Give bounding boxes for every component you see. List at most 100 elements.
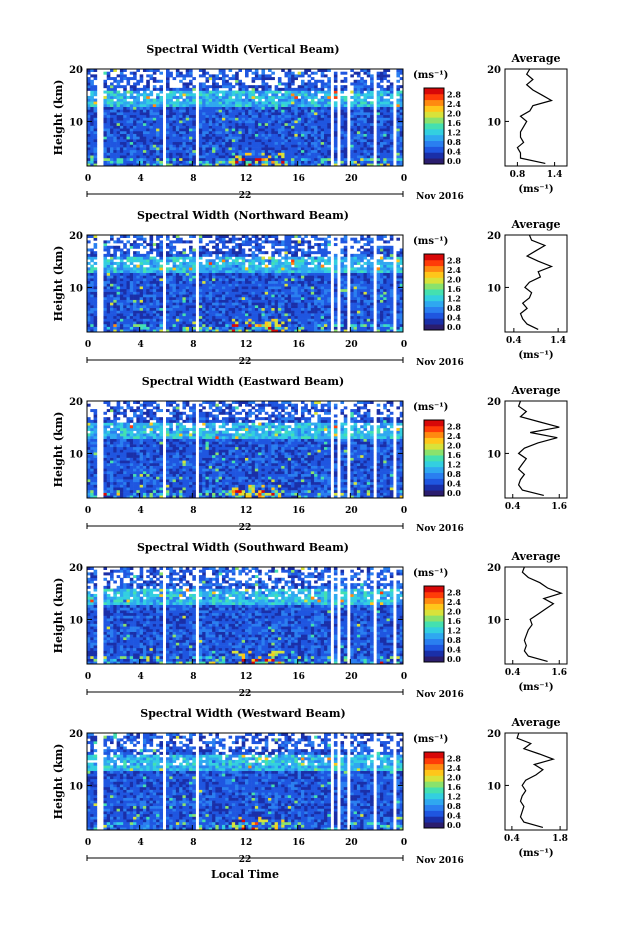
heatmap-cell <box>304 261 308 265</box>
heatmap-cell <box>218 251 223 255</box>
heatmap-cell <box>215 87 219 91</box>
heatmap-cell <box>389 85 394 89</box>
heatmap-cell <box>399 160 404 164</box>
heatmap-cell <box>271 243 275 247</box>
heatmap-cell <box>360 112 364 116</box>
heatmap-cell <box>172 323 177 327</box>
heatmap-cell <box>310 299 315 303</box>
heatmap-cell <box>123 261 127 265</box>
heatmap-cell <box>376 149 381 153</box>
heatmap-cell <box>258 318 262 322</box>
heatmap-cell <box>215 321 219 325</box>
heatmap-cell <box>142 157 147 161</box>
heatmap-cell <box>307 69 312 72</box>
heatmap-cell <box>169 112 173 116</box>
heatmap-cell <box>152 329 157 333</box>
heatmap-cell <box>294 160 298 164</box>
heatmap-cell <box>113 270 117 274</box>
heatmap-cell <box>294 243 298 247</box>
heatmap-cell <box>297 267 302 271</box>
heatmap-cell <box>297 278 302 282</box>
heatmap-cell <box>182 326 187 330</box>
heatmap-cell <box>287 128 292 132</box>
heatmap-cell <box>136 296 140 300</box>
heatmap-cell <box>261 280 266 284</box>
heatmap-cell <box>268 104 272 108</box>
heatmap-cell <box>238 288 243 292</box>
heatmap-cell <box>343 95 348 99</box>
heatmap-cell <box>291 139 295 143</box>
heatmap-cell <box>166 163 170 167</box>
chart-title: Spectral Width (Northward Beam) <box>137 209 349 222</box>
heatmap-cell <box>172 136 177 140</box>
heatmap-cell <box>310 267 315 271</box>
heatmap-cell <box>241 305 246 309</box>
heatmap-cell <box>110 294 114 298</box>
heatmap-cell <box>248 149 252 153</box>
heatmap-cell <box>396 130 401 134</box>
heatmap-cell <box>93 326 98 330</box>
heatmap-cell <box>258 291 262 295</box>
heatmap-cell <box>370 128 374 132</box>
heatmap-cell <box>314 160 318 164</box>
heatmap-cell <box>274 267 279 271</box>
heatmap-cell <box>228 313 233 317</box>
heatmap-cell <box>87 109 91 113</box>
heatmap-cell <box>218 315 223 319</box>
heatmap-cell <box>251 160 256 164</box>
heatmap-cell <box>221 305 226 309</box>
heatmap-cell <box>205 302 210 306</box>
heatmap-cell <box>172 318 177 322</box>
heatmap-cell <box>221 130 226 134</box>
heatmap-cell <box>294 120 298 124</box>
heatmap-cell <box>277 270 282 274</box>
heatmap-cell <box>287 275 292 279</box>
heatmap-cell <box>241 122 246 126</box>
heatmap-cell <box>396 74 401 78</box>
heatmap-cell <box>324 101 328 105</box>
heatmap-cell <box>254 109 259 113</box>
heatmap-cell <box>310 283 315 287</box>
heatmap-cell <box>360 104 364 108</box>
heatmap-cell <box>304 259 308 263</box>
heatmap-cell <box>314 122 318 126</box>
heatmap-cell <box>297 326 302 330</box>
heatmap-cell <box>235 329 239 333</box>
heatmap-cell <box>343 130 348 134</box>
heatmap-cell <box>129 243 134 247</box>
heatmap-cell <box>353 133 358 137</box>
heatmap-cell <box>123 323 127 327</box>
heatmap-cell <box>192 106 196 110</box>
heatmap-cell <box>129 109 134 113</box>
heatmap-cell <box>291 318 295 322</box>
heatmap-cell <box>106 141 111 145</box>
heatmap-cell <box>281 112 285 116</box>
heatmap-cell <box>152 160 157 164</box>
heatmap-cell <box>245 69 249 72</box>
heatmap-cell <box>294 272 298 276</box>
heatmap-cell <box>215 109 219 113</box>
heatmap-cell <box>343 85 348 89</box>
heatmap-cell <box>254 77 259 81</box>
heatmap-cell <box>277 323 282 327</box>
heatmap-cell <box>251 130 256 134</box>
heatmap-cell <box>383 120 387 124</box>
heatmap-cell <box>103 122 108 126</box>
heatmap-cell <box>142 237 147 241</box>
heatmap-cell <box>228 87 233 91</box>
heatmap-cell <box>192 286 196 290</box>
heatmap-cell <box>254 122 259 126</box>
heatmap-cell <box>396 106 401 110</box>
heatmap-cell <box>139 243 144 247</box>
heatmap-cell <box>307 90 312 94</box>
heatmap-cell <box>126 144 131 148</box>
heatmap-cell <box>281 302 285 306</box>
heatmap-cell <box>228 286 233 290</box>
heatmap-cell <box>258 157 262 161</box>
heatmap-cell <box>254 237 259 241</box>
heatmap-cell <box>366 90 371 94</box>
heatmap-cell <box>93 318 98 322</box>
heatmap-cell <box>350 117 354 121</box>
heatmap-cell <box>235 163 239 167</box>
heatmap-cell <box>189 112 193 116</box>
